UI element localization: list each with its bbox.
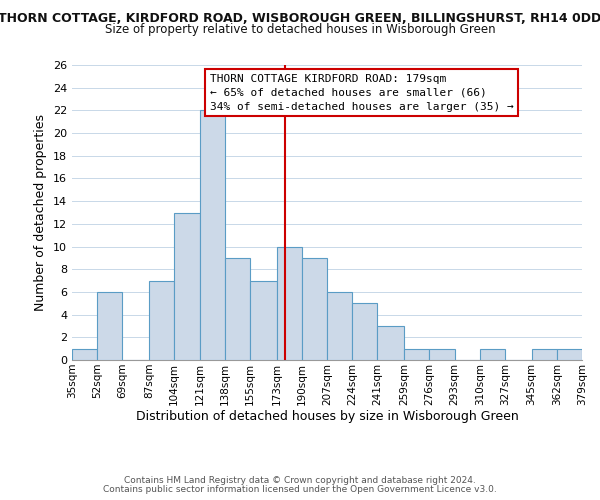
Bar (429, 348, 455, 360)
Bar (480, 348, 505, 360)
Text: THORN COTTAGE, KIRDFORD ROAD, WISBOROUGH GREEN, BILLINGSHURST, RH14 0DD: THORN COTTAGE, KIRDFORD ROAD, WISBOROUGH… (0, 12, 600, 26)
Bar (225, 258, 250, 360)
Bar (97, 292, 122, 360)
Bar (174, 212, 199, 360)
Bar (327, 292, 352, 360)
Text: THORN COTTAGE KIRDFORD ROAD: 179sqm
← 65% of detached houses are smaller (66)
34: THORN COTTAGE KIRDFORD ROAD: 179sqm ← 65… (210, 74, 514, 112)
X-axis label: Distribution of detached houses by size in Wisborough Green: Distribution of detached houses by size … (136, 410, 518, 424)
Bar (250, 280, 277, 360)
Text: Contains HM Land Registry data © Crown copyright and database right 2024.: Contains HM Land Registry data © Crown c… (124, 476, 476, 485)
Bar (404, 348, 429, 360)
Bar (199, 110, 225, 360)
Text: Size of property relative to detached houses in Wisborough Green: Size of property relative to detached ho… (104, 22, 496, 36)
Bar (352, 304, 377, 360)
Bar (277, 246, 302, 360)
Bar (149, 280, 174, 360)
Bar (377, 326, 404, 360)
Text: Contains public sector information licensed under the Open Government Licence v3: Contains public sector information licen… (103, 485, 497, 494)
Bar (302, 258, 327, 360)
Bar (72, 348, 97, 360)
Bar (532, 348, 557, 360)
Y-axis label: Number of detached properties: Number of detached properties (34, 114, 47, 311)
Bar (557, 348, 582, 360)
